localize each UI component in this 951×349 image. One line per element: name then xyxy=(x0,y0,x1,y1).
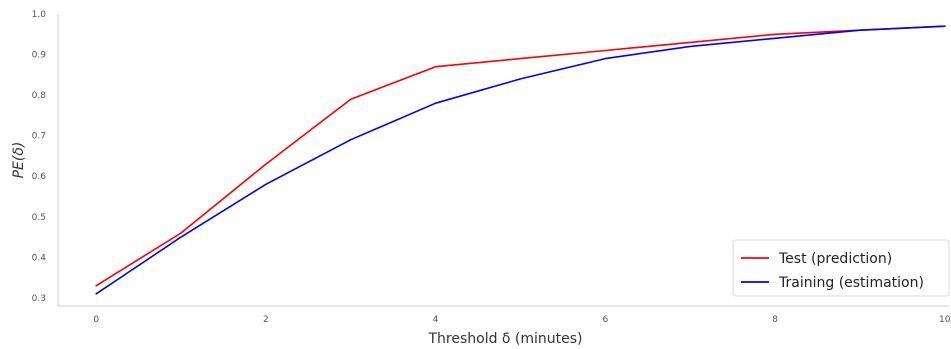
y-tick-labels: 0.3 0.4 0.5 0.6 0.7 0.8 0.9 1.0 xyxy=(32,10,47,304)
x-axis-label: Threshold δ (minutes) xyxy=(427,331,582,347)
x-tick-label: 10 xyxy=(939,315,951,325)
series-line-training xyxy=(95,25,946,295)
x-tick-label: 6 xyxy=(602,315,608,325)
y-tick-label: 0.5 xyxy=(32,213,46,223)
x-tick-label: 8 xyxy=(772,315,778,325)
y-tick-label: 1.0 xyxy=(32,10,47,20)
x-tick-labels: 0 2 4 6 8 10 xyxy=(93,315,950,325)
y-tick-label: 0.3 xyxy=(32,294,46,304)
y-tick-label: 0.9 xyxy=(32,51,47,61)
axes xyxy=(57,14,949,307)
legend: Test (prediction) Training (estimation) xyxy=(732,239,950,297)
legend-box xyxy=(732,239,950,297)
y-tick-label: 0.4 xyxy=(32,253,47,263)
x-tick-label: 4 xyxy=(433,315,439,325)
y-tick-label: 0.7 xyxy=(32,132,46,142)
legend-label-training: Training (estimation) xyxy=(778,275,924,291)
y-axis-label: PE(δ) xyxy=(11,142,27,179)
x-tick-label: 2 xyxy=(263,315,269,325)
legend-label-test: Test (prediction) xyxy=(778,251,892,267)
x-tick-label: 0 xyxy=(93,315,99,325)
y-tick-label: 0.6 xyxy=(32,172,47,182)
y-tick-label: 0.8 xyxy=(32,91,47,101)
series-line-test xyxy=(95,25,946,287)
series-layer xyxy=(95,25,946,295)
